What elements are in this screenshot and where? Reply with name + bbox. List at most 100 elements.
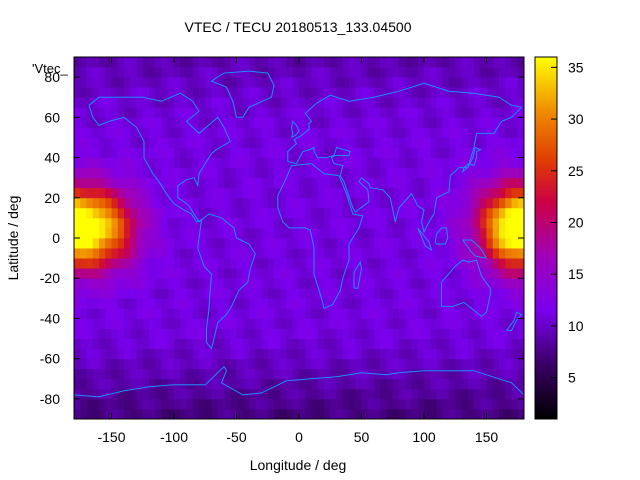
heat-cell [130, 258, 137, 269]
heat-cell [392, 258, 400, 269]
heat-cell [442, 77, 450, 88]
heat-cell [267, 67, 275, 78]
heat-cell [517, 127, 524, 138]
heat-cell [155, 207, 162, 219]
heat-cell [267, 117, 275, 128]
heat-cell [342, 107, 350, 118]
heat-cell [461, 217, 469, 229]
heat-cell [480, 187, 487, 199]
heat-cell [242, 258, 250, 269]
heat-cell [217, 177, 225, 189]
heat-cell [505, 388, 512, 400]
heat-cell [392, 308, 400, 319]
heat-cell [342, 268, 350, 279]
heat-cell [461, 348, 469, 360]
heat-cell [430, 388, 437, 400]
heat-cell [355, 358, 362, 370]
heat-cell [99, 358, 106, 370]
heat-cell [205, 107, 212, 118]
heat-cell [249, 408, 256, 419]
heat-cell [136, 107, 144, 118]
heat-cell [517, 248, 524, 259]
colorbar-tick-label: 5 [568, 370, 576, 386]
heat-cell [274, 107, 281, 118]
heat-cell [242, 308, 250, 319]
heat-cell [317, 177, 325, 189]
heat-cell [461, 157, 469, 169]
heat-cell [330, 57, 337, 68]
heat-cell [486, 227, 494, 239]
heat-cell [449, 338, 456, 350]
heat-cell [186, 328, 194, 339]
heat-cell [480, 348, 487, 360]
heat-cell [149, 358, 156, 370]
heat-cell [124, 167, 131, 179]
heat-cell [355, 227, 362, 239]
heat-cell [149, 318, 156, 329]
heat-cell [136, 338, 144, 350]
heat-cell [267, 177, 275, 189]
heat-cell [199, 328, 206, 339]
heat-cell [155, 368, 162, 380]
heat-cell [267, 308, 275, 319]
heat-cell [449, 258, 456, 269]
heat-cell [136, 137, 144, 148]
heat-cell [136, 97, 144, 108]
heat-cell [449, 187, 456, 199]
heat-cell [242, 167, 250, 179]
heat-cell [411, 227, 419, 239]
heat-cell [274, 298, 281, 309]
heat-cell [355, 238, 362, 249]
heat-cell [430, 97, 437, 108]
heat-cell [142, 217, 150, 229]
heat-cell [105, 127, 112, 138]
heat-cell [80, 57, 87, 68]
heat-cell [230, 248, 237, 259]
heat-cell [105, 117, 112, 128]
heat-cell [399, 157, 406, 169]
heat-cell [499, 67, 506, 78]
heat-cell [155, 288, 162, 299]
heat-cell [505, 177, 512, 189]
heat-cell [261, 207, 269, 219]
heat-cell [274, 278, 281, 289]
heat-cell [142, 298, 150, 309]
heat-cell [511, 177, 519, 189]
heat-cell [349, 248, 356, 259]
heat-cell [424, 227, 431, 239]
heat-cell [130, 157, 137, 169]
heat-cell [224, 368, 231, 380]
heat-cell [186, 358, 194, 370]
heat-cell [367, 318, 375, 329]
heat-cell [167, 368, 175, 380]
heat-cell [142, 238, 150, 249]
heat-cell [117, 197, 125, 209]
heat-cell [155, 117, 162, 128]
heat-cell [142, 338, 150, 350]
heat-cell [299, 378, 306, 390]
heat-cell [499, 167, 506, 179]
heat-cell [211, 187, 219, 199]
heat-cell [392, 67, 400, 78]
heat-cell [442, 67, 450, 78]
heat-cell [474, 197, 481, 209]
heat-cell [330, 107, 337, 118]
heat-cell [474, 177, 481, 189]
heat-cell [174, 157, 181, 169]
heat-cell [330, 197, 337, 209]
heat-cell [342, 197, 350, 209]
heat-cell [105, 258, 112, 269]
heat-cell [455, 248, 462, 259]
heat-cell [280, 388, 287, 400]
heat-cell [199, 238, 206, 249]
heat-cell [355, 197, 362, 209]
heat-cell [242, 227, 250, 239]
heat-cell [405, 328, 412, 339]
heat-cell [499, 87, 506, 98]
heat-cell [492, 238, 500, 249]
heat-cell [111, 398, 119, 410]
heat-cell [455, 298, 462, 309]
heat-cell [117, 308, 125, 319]
heat-cell [92, 248, 100, 259]
heat-cell [361, 207, 369, 219]
